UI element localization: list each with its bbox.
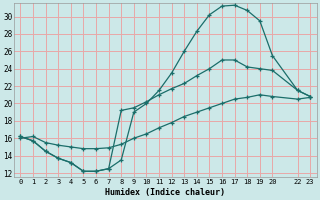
X-axis label: Humidex (Indice chaleur): Humidex (Indice chaleur) xyxy=(105,188,225,197)
